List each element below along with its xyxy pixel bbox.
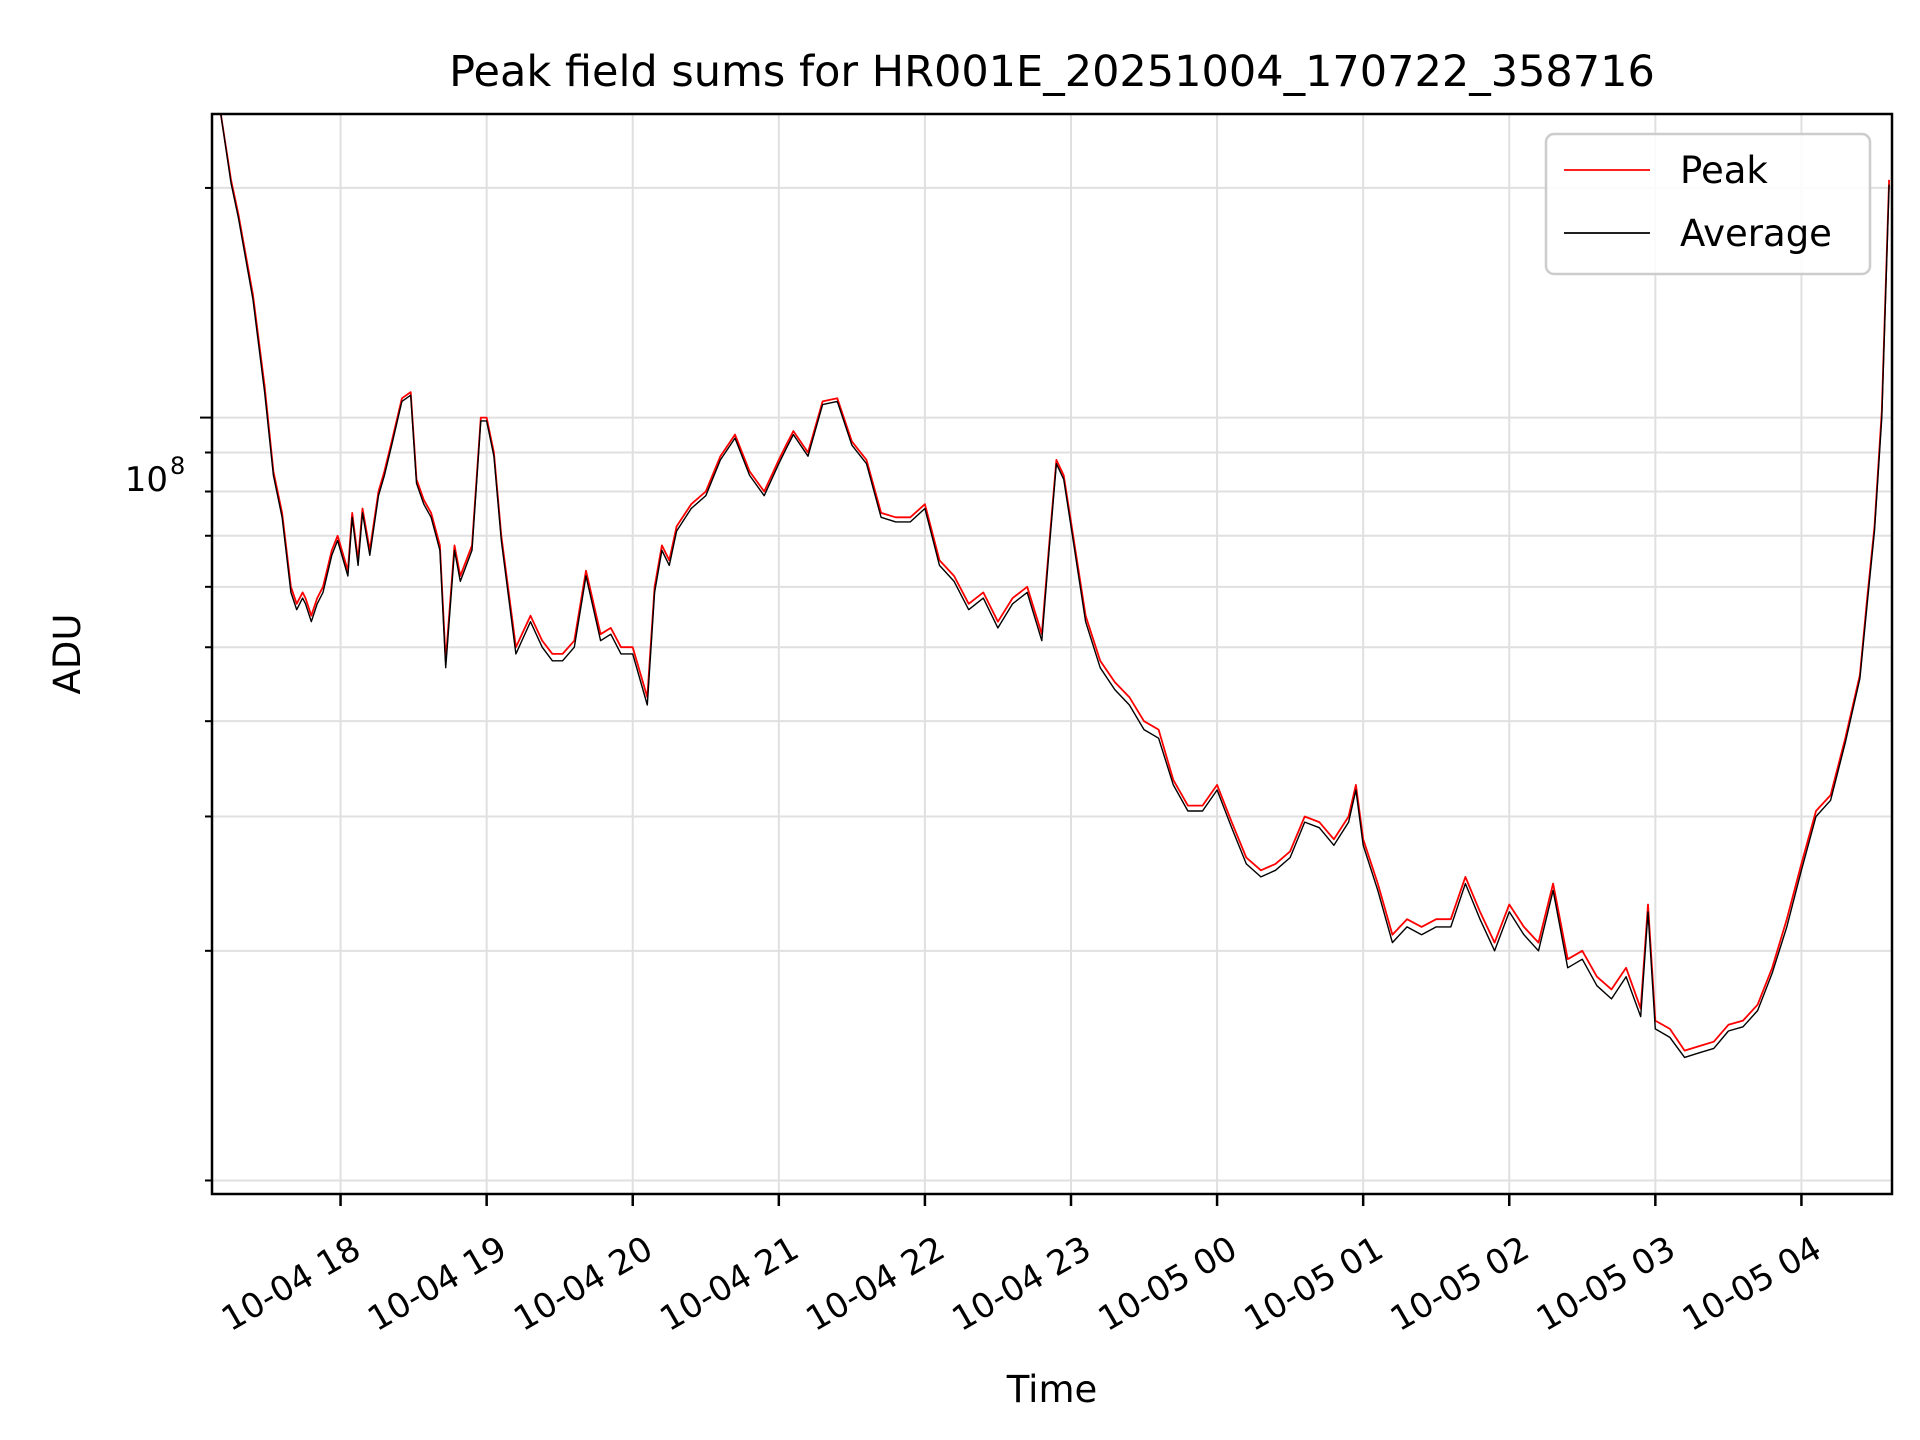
y-tick-label-1e8: 10 8 bbox=[125, 452, 186, 500]
legend: Peak Average bbox=[1544, 132, 1872, 276]
legend-label-peak: Peak bbox=[1680, 149, 1768, 192]
legend-box bbox=[1544, 132, 1872, 276]
legend-label-average: Average bbox=[1680, 212, 1832, 255]
axes-frame bbox=[210, 112, 1894, 1196]
y-axis-label: ADU bbox=[46, 614, 89, 695]
grid bbox=[212, 114, 1892, 1194]
series-line-average bbox=[220, 114, 1890, 1059]
x-axis-label: Time bbox=[1006, 1368, 1098, 1411]
series-layer bbox=[219, 114, 1890, 1059]
y-tick-exponent: 8 bbox=[170, 452, 185, 480]
series-line-peak bbox=[219, 114, 1890, 1052]
y-tick-base: 10 bbox=[125, 460, 168, 500]
chart-title: Peak field sums for HR001E_20251004_1707… bbox=[449, 47, 1655, 97]
